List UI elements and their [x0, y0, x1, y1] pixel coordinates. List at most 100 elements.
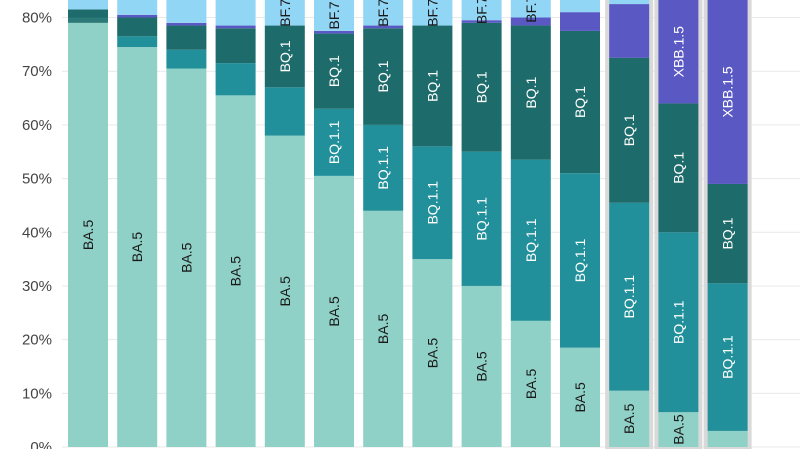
y-tick-label: 80% — [22, 10, 52, 27]
bar-4: BA.5 — [215, 0, 256, 448]
segment-label: XBB.1.5 — [720, 66, 736, 118]
segment-label: BQ.1 — [720, 217, 736, 249]
bar-segment-other — [560, 0, 600, 13]
bar-segment-bq-1-1 — [461, 151, 502, 286]
bar-segment-xbb-1-5 — [314, 30, 354, 34]
segment-label: BQ.1 — [523, 76, 539, 108]
bar-segment-bq-1-1 — [658, 232, 699, 413]
bar-8: BA.5 BQ.1.1 BQ.1 BF.7 — [412, 0, 453, 447]
segment-label: BQ.1.1 — [424, 181, 440, 225]
bar-segment-bq-1 — [560, 30, 600, 174]
bar-segment-other — [264, 0, 305, 26]
bar-segment-xbb-1-5 — [461, 20, 502, 23]
bar-segment-bq-1 — [314, 33, 354, 109]
segment-label: BF.7 — [326, 1, 342, 29]
segment-label: BQ.1 — [670, 152, 686, 184]
bar-segment-ba-5 — [609, 390, 650, 447]
bar-segment-other — [412, 0, 453, 26]
bar-segment-xbb-1-5 — [117, 14, 158, 18]
bar-segment-ba-5 — [215, 95, 256, 448]
bar-segment-bq-1 — [412, 25, 453, 147]
bar-segment-ba-5 — [314, 175, 354, 448]
bar-segment-xbb-1-5 — [609, 4, 650, 58]
bar-segment-bq-1 — [510, 25, 551, 160]
bar-2: BA.5 — [117, 0, 158, 447]
segment-label: BQ.1 — [326, 55, 342, 87]
segment-label: BQ.1 — [277, 40, 293, 72]
bar-segment-xbb-1-5 — [166, 22, 207, 26]
y-tick-label: 10% — [22, 385, 52, 402]
bar-segment-ba-5 — [166, 68, 207, 448]
segment-label: BF.7 — [474, 0, 490, 24]
bar-segment-bq-1-1 — [412, 146, 453, 260]
bar-segment-ba-5 — [560, 347, 600, 447]
bar-segment-ba-5 — [363, 210, 404, 447]
bar-segment-bq-1 — [707, 183, 748, 284]
segment-label: BQ.1.1 — [720, 335, 736, 379]
segment-label: BQ.1.1 — [375, 146, 391, 190]
y-tick-label: 20% — [22, 332, 52, 349]
bar-segment-ba-5 — [117, 47, 158, 447]
bar-segment-ba-5 — [510, 320, 551, 447]
y-axis: 0% 10% 20% 30% 40% 50% 60% 70% 80% — [22, 10, 52, 449]
bar-segment-xbb-1-5 — [658, 0, 699, 104]
segment-label: BA.5 — [523, 369, 539, 400]
y-tick-label: 60% — [22, 117, 52, 134]
segment-label: BA.5 — [572, 382, 588, 413]
bar-segment-bq-1 — [363, 28, 404, 125]
bar-segment-ba-5 — [461, 285, 502, 447]
bar-segment-bq-1 — [215, 28, 256, 64]
bar-3: BA.5 — [166, 0, 207, 448]
y-tick-label: 30% — [22, 278, 52, 295]
segment-label: BQ.1 — [572, 86, 588, 118]
bar-segment-xbb-1-5 — [560, 12, 600, 31]
segment-label: BA.5 — [80, 220, 96, 251]
bar-segment-other — [363, 0, 404, 26]
bar-segment-other — [166, 0, 207, 23]
segment-label: BF.7 — [277, 0, 293, 27]
bar-segment-bq-1-1 — [510, 159, 551, 321]
bar-1: BA.5 — [68, 0, 108, 448]
bar-segment-other — [117, 0, 158, 15]
bar-segment-other — [215, 0, 256, 26]
segment-label: BA.5 — [621, 403, 637, 434]
bars: BA.5 BA.5 BA.5 BA.5BA.5BQ.1BF.7BA.5BQ.1.1BQ… — [68, 0, 748, 448]
bar-9: BA.5 BQ.1.1 BQ.1 BF.7 — [461, 0, 502, 447]
bar-segment-bq-1-1 — [314, 108, 354, 176]
bar-segment-other — [68, 0, 108, 10]
bar-segment-bq-1-1 — [117, 36, 158, 48]
segment-label: BQ.1 — [621, 114, 637, 146]
bar-7: BA.5 BQ.1.1 BQ.1 BF.7 — [363, 0, 404, 447]
y-tick-label: 0% — [30, 439, 52, 449]
segment-label: BA.5 — [670, 414, 686, 445]
bar-segment-xbb-1-5 — [707, 0, 748, 184]
segment-label: BQ.1 — [474, 71, 490, 103]
segment-label: BA.5 — [129, 232, 145, 263]
bar-segment-bf-7 — [68, 17, 108, 23]
bar-11: BA.5 BQ.1.1 BQ.1 — [560, 0, 600, 447]
bar-segment-bq-1-1 — [609, 202, 650, 391]
segment-label: XBB.1.5 — [670, 26, 686, 78]
bar-segment-ba-5 — [68, 22, 108, 448]
bar-segment-bq-1 — [609, 57, 650, 203]
y-tick-label: 40% — [22, 224, 52, 241]
bar-segment-other — [609, 0, 650, 5]
bar-segment-xbb-1-5 — [363, 25, 404, 29]
bar-segment-xbb-1-5 — [510, 17, 551, 26]
segment-label: BQ.1.1 — [572, 238, 588, 282]
bar-segment-ba-5 — [707, 430, 748, 447]
segment-label: BA.5 — [424, 338, 440, 369]
segment-label: BQ.1.1 — [474, 197, 490, 241]
segment-label: BA.5 — [326, 296, 342, 327]
segment-label: BQ.1.1 — [621, 275, 637, 319]
segment-label: BF.7 — [375, 0, 391, 27]
segment-label: BQ.1 — [424, 70, 440, 102]
segment-label: BA.5 — [178, 242, 194, 273]
bar-segment-bq-1-1 — [560, 173, 600, 348]
bar-segment-bq-1 — [264, 25, 305, 88]
segment-label: BF.7 — [523, 0, 539, 23]
segment-label: BQ.1.1 — [670, 300, 686, 344]
segment-label: BA.5 — [228, 256, 244, 287]
segment-label: BQ.1.1 — [523, 218, 539, 262]
